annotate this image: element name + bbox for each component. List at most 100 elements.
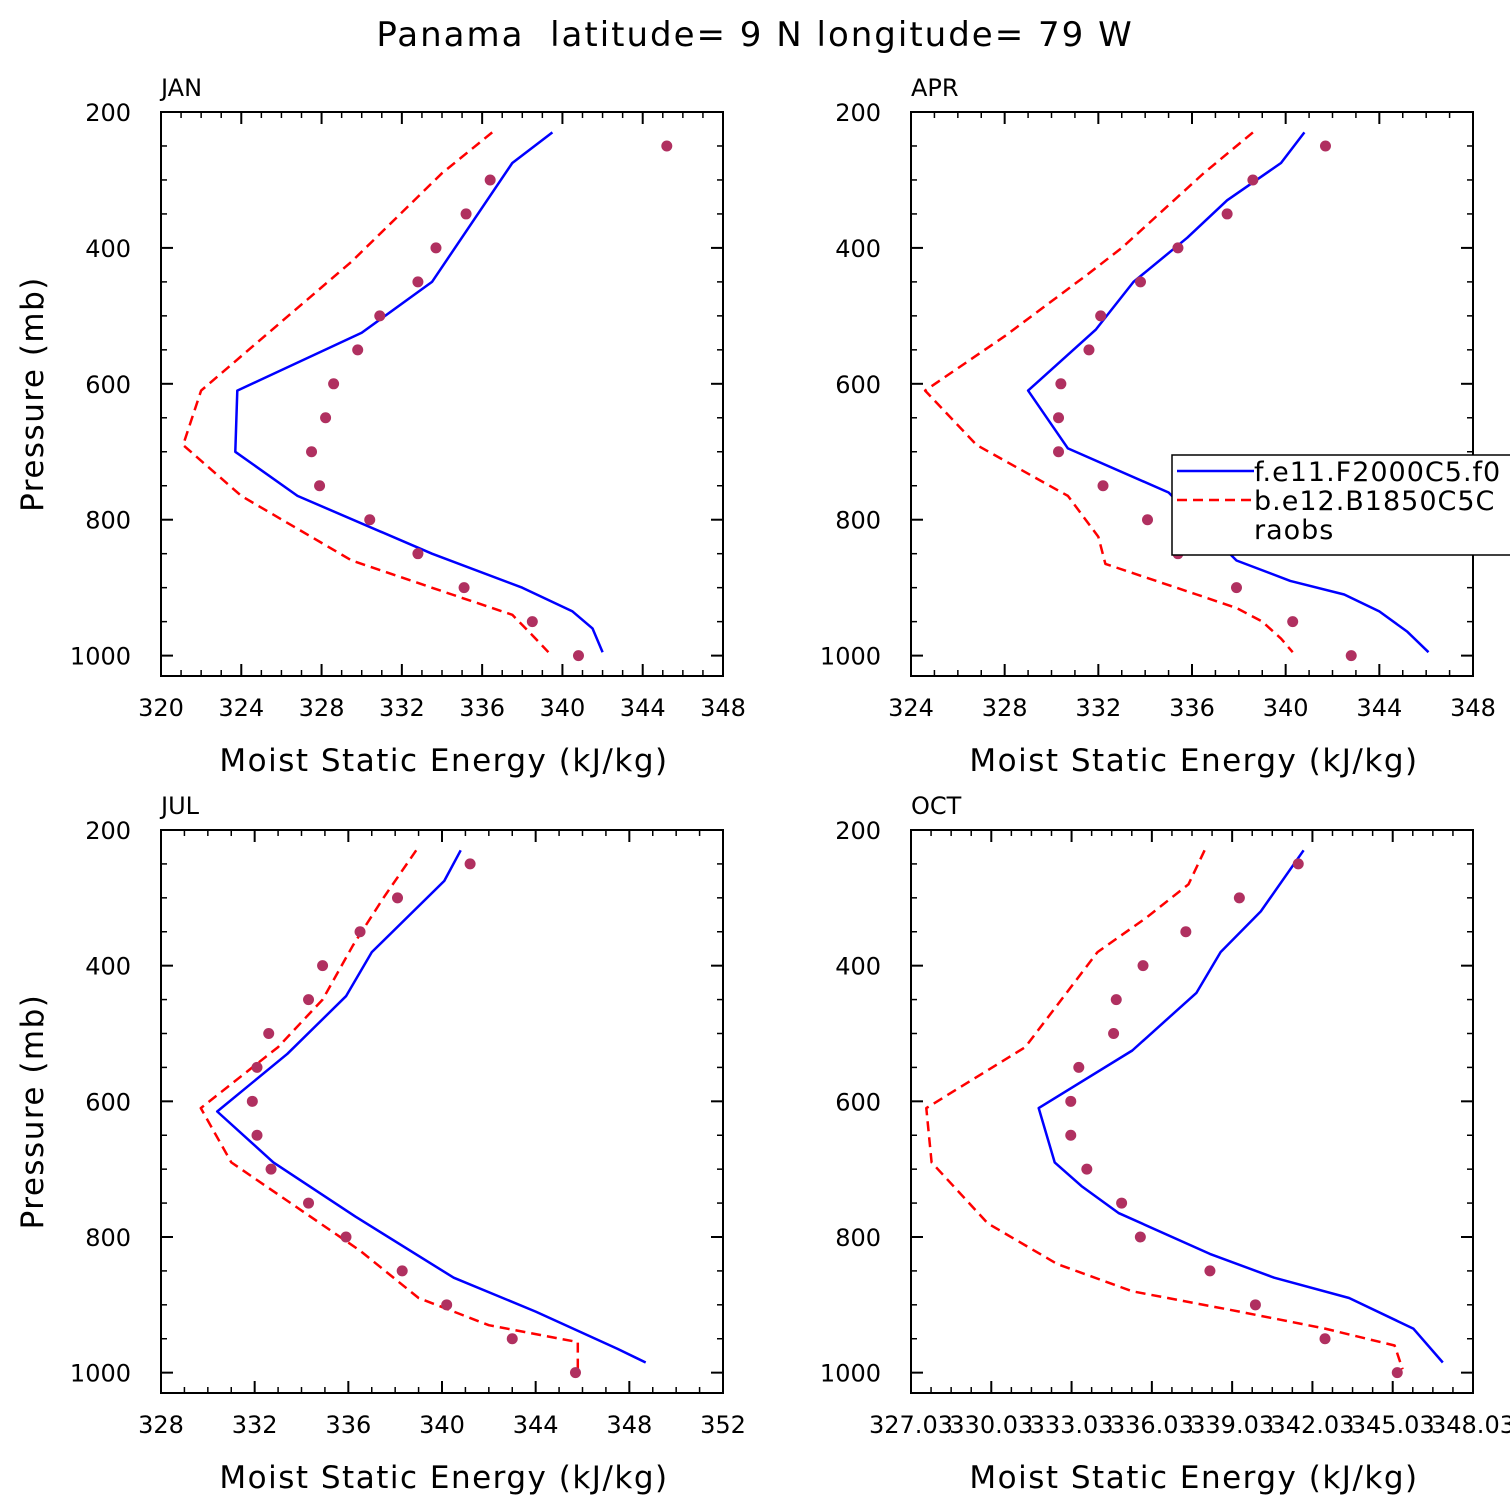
- x-tick-label: 328: [299, 694, 345, 722]
- x-tick-label: 336: [325, 1411, 371, 1439]
- panel-label: JAN: [159, 74, 202, 102]
- y-tick-label: 600: [85, 371, 131, 399]
- x-tick-label: 332: [379, 694, 425, 722]
- x-tick-label: 342.03: [1270, 1411, 1354, 1439]
- raobs-point: [320, 412, 332, 424]
- raobs-point: [1247, 174, 1259, 186]
- raobs-point: [1319, 140, 1331, 152]
- x-tick-label: 332: [232, 1411, 278, 1439]
- x-tick-label: 332: [1075, 694, 1121, 722]
- raobs-point: [392, 892, 404, 904]
- y-tick-label: 1000: [70, 643, 131, 671]
- legend-label: b.e12.B1850C5C: [1254, 486, 1495, 517]
- series-line-model1: [1037, 849, 1444, 1364]
- plot-frame: [160, 829, 724, 1394]
- plot-frame: [160, 111, 724, 677]
- raobs-point: [1292, 858, 1304, 870]
- series-line-model1: [215, 849, 647, 1364]
- raobs-point: [1116, 1197, 1128, 1209]
- x-tick-label: 340: [419, 1411, 465, 1439]
- y-tick-label: 400: [835, 235, 881, 263]
- x-tick-label: 348: [1450, 694, 1496, 722]
- x-tick-label: 336: [459, 694, 505, 722]
- plot-frame: [910, 829, 1474, 1394]
- raobs-point: [661, 140, 673, 152]
- raobs-point: [1065, 1129, 1077, 1141]
- raobs-point: [1073, 1061, 1085, 1073]
- series-line-model2: [199, 849, 580, 1370]
- series-line-model2: [181, 131, 550, 654]
- x-axis-label: Moist Static Energy (kJ/kg): [969, 743, 1418, 779]
- raobs-point: [1249, 1299, 1261, 1311]
- x-tick-label: 328: [982, 694, 1028, 722]
- raobs-point: [303, 994, 315, 1006]
- raobs-point: [1065, 1095, 1077, 1107]
- raobs-point: [396, 1265, 408, 1277]
- raobs-point: [1137, 960, 1149, 972]
- y-tick-label: 200: [835, 817, 881, 845]
- raobs-point: [464, 858, 476, 870]
- raobs-point: [1180, 926, 1192, 938]
- x-tick-label: 348.03: [1431, 1411, 1510, 1439]
- y-tick-label: 800: [835, 1224, 881, 1252]
- panel-oct: OCT327.03330.03333.03336.03339.03342.033…: [820, 792, 1510, 1496]
- y-tick-label: 400: [835, 953, 881, 981]
- x-tick-label: 328: [138, 1411, 184, 1439]
- y-tick-label: 1000: [820, 643, 881, 671]
- raobs-point: [317, 960, 329, 972]
- raobs-point: [1095, 310, 1107, 322]
- x-tick-label: 336: [1169, 694, 1215, 722]
- raobs-point: [374, 310, 386, 322]
- y-tick-label: 600: [85, 1088, 131, 1116]
- raobs-point: [1081, 1163, 1093, 1175]
- raobs-point: [1233, 892, 1245, 904]
- raobs-point: [306, 446, 318, 458]
- y-tick-label: 800: [835, 507, 881, 535]
- x-tick-label: 330.03: [949, 1411, 1033, 1439]
- x-tick-label: 324: [218, 694, 264, 722]
- raobs-point: [412, 276, 424, 288]
- raobs-point: [364, 514, 376, 526]
- raobs-point: [314, 480, 326, 492]
- raobs-point: [441, 1299, 453, 1311]
- x-tick-label: 348: [700, 694, 746, 722]
- x-axis-label: Moist Static Energy (kJ/kg): [969, 1460, 1418, 1496]
- y-tick-label: 800: [85, 507, 131, 535]
- y-tick-label: 1000: [820, 1360, 881, 1388]
- y-tick-label: 1000: [70, 1360, 131, 1388]
- x-tick-label: 348: [606, 1411, 652, 1439]
- raobs-point: [1172, 242, 1184, 254]
- raobs-point: [1345, 650, 1357, 662]
- raobs-point: [430, 242, 442, 254]
- raobs-point: [1097, 480, 1109, 492]
- y-axis-label: Pressure (mb): [15, 276, 51, 512]
- x-tick-label: 333.03: [1030, 1411, 1114, 1439]
- raobs-point: [1204, 1265, 1216, 1277]
- y-tick-label: 400: [85, 953, 131, 981]
- raobs-point: [354, 926, 366, 938]
- raobs-point: [569, 1367, 581, 1379]
- x-tick-label: 344: [620, 694, 666, 722]
- raobs-point: [251, 1061, 263, 1073]
- legend-label: raobs: [1254, 515, 1334, 546]
- y-tick-label: 600: [835, 1088, 881, 1116]
- panel-label: JUL: [159, 792, 200, 820]
- raobs-point: [1134, 276, 1146, 288]
- raobs-point: [1287, 616, 1299, 628]
- y-tick-label: 200: [85, 817, 131, 845]
- raobs-point: [246, 1095, 258, 1107]
- series-line-model2: [925, 849, 1404, 1370]
- x-tick-label: 327.03: [869, 1411, 953, 1439]
- y-tick-label: 400: [85, 235, 131, 263]
- x-tick-label: 320: [138, 694, 184, 722]
- raobs-point: [251, 1129, 263, 1141]
- y-tick-label: 600: [835, 371, 881, 399]
- raobs-point: [1053, 446, 1065, 458]
- raobs-point: [1221, 208, 1233, 220]
- raobs-point: [1055, 378, 1067, 390]
- data-layer: [199, 849, 647, 1379]
- x-axis-label: Moist Static Energy (kJ/kg): [219, 743, 668, 779]
- panel-label: APR: [911, 74, 959, 102]
